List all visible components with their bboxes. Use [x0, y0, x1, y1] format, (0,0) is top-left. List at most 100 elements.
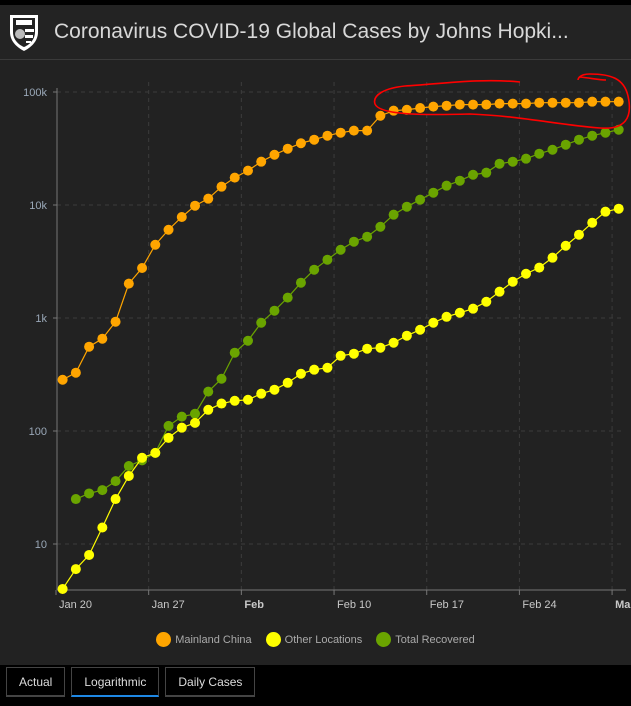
data-point	[468, 99, 479, 110]
data-point	[123, 461, 134, 472]
data-point	[70, 367, 81, 378]
data-point	[401, 104, 412, 115]
data-point	[481, 296, 492, 307]
data-point	[150, 239, 161, 250]
data-point	[216, 181, 227, 192]
data-point	[256, 388, 267, 399]
data-point	[309, 264, 320, 275]
data-point	[441, 100, 452, 111]
data-point	[547, 97, 558, 108]
data-point	[203, 193, 214, 204]
data-point	[573, 97, 584, 108]
data-point	[375, 342, 386, 353]
chart-tabs: Actual Logarithmic Daily Cases	[6, 667, 256, 697]
legend-dot-icon	[265, 632, 281, 647]
johns-hopkins-shield-logo	[10, 15, 38, 51]
data-point	[507, 98, 518, 109]
tab-logarithmic[interactable]: Logarithmic	[71, 667, 160, 697]
data-point	[84, 549, 95, 560]
data-point	[468, 303, 479, 314]
data-point	[229, 347, 240, 358]
data-point	[295, 138, 306, 149]
data-point	[110, 316, 121, 327]
data-point	[70, 564, 81, 575]
tab-actual[interactable]: Actual	[6, 667, 66, 697]
data-point	[441, 311, 452, 322]
data-point	[587, 130, 598, 141]
data-point	[137, 452, 148, 463]
data-point	[335, 350, 346, 361]
chart-legend: Mainland China Other Locations Total Rec…	[0, 632, 631, 647]
data-point	[335, 244, 346, 255]
data-point	[216, 373, 227, 384]
legend-dot-icon	[376, 632, 392, 647]
legend-dot-icon	[156, 632, 172, 647]
vertical-ellipsis-icon[interactable]: ⋮	[625, 19, 631, 41]
red-annotation-ellipse	[373, 73, 631, 129]
data-point	[123, 470, 134, 481]
data-point	[242, 165, 253, 176]
data-point	[534, 262, 545, 273]
data-point	[203, 386, 214, 397]
series-total-recovered	[70, 124, 624, 505]
data-point	[613, 203, 624, 214]
series-line	[62, 101, 619, 381]
data-point	[309, 364, 320, 375]
data-point	[573, 134, 584, 145]
data-point	[229, 172, 240, 183]
data-point	[309, 134, 320, 145]
x-tick-label: Feb 24	[522, 599, 556, 611]
data-point	[600, 127, 611, 138]
x-tick-label: Feb 10	[337, 599, 371, 611]
data-point	[600, 206, 611, 217]
data-point	[282, 377, 293, 388]
tab-daily-cases[interactable]: Daily Cases	[165, 667, 256, 697]
x-tick-label: Feb	[244, 599, 264, 611]
series-other-locations	[57, 203, 624, 594]
data-point	[415, 194, 426, 205]
data-point	[242, 394, 253, 405]
data-point	[454, 99, 465, 110]
y-tick-label: 10k	[29, 200, 47, 212]
data-point	[110, 476, 121, 487]
data-point	[137, 262, 148, 273]
legend-item-other-locations[interactable]: Other Locations	[265, 632, 362, 647]
series-mainland-china	[57, 96, 624, 385]
data-point	[521, 98, 532, 109]
data-point	[57, 583, 68, 594]
data-point	[441, 180, 452, 191]
data-point	[521, 153, 532, 164]
data-point	[97, 333, 108, 344]
data-point	[176, 422, 187, 433]
data-point	[521, 268, 532, 279]
data-point	[375, 221, 386, 232]
data-point	[322, 254, 333, 265]
y-tick-label: 1k	[35, 313, 47, 325]
data-point	[613, 96, 624, 107]
x-tick-label: Mar	[615, 599, 631, 611]
chart-grid	[57, 82, 622, 590]
data-point	[110, 494, 121, 505]
data-point	[468, 169, 479, 180]
data-point	[176, 411, 187, 422]
data-point	[481, 99, 492, 110]
data-point	[428, 101, 439, 112]
y-tick-label: 100k	[23, 87, 47, 99]
data-point	[163, 432, 174, 443]
data-point	[256, 317, 267, 328]
x-tick-label: Jan 27	[152, 599, 185, 611]
data-point	[428, 187, 439, 198]
legend-item-mainland-china[interactable]: Mainland China	[156, 632, 252, 647]
data-point	[507, 156, 518, 167]
data-point	[70, 494, 81, 505]
data-point	[163, 420, 174, 431]
data-point	[348, 125, 359, 136]
data-point	[560, 97, 571, 108]
data-point	[547, 252, 558, 263]
data-point	[97, 485, 108, 496]
data-point	[454, 307, 465, 318]
legend-item-total-recovered[interactable]: Total Recovered	[376, 632, 475, 647]
data-point	[269, 305, 280, 316]
data-point	[362, 231, 373, 242]
data-point	[84, 341, 95, 352]
